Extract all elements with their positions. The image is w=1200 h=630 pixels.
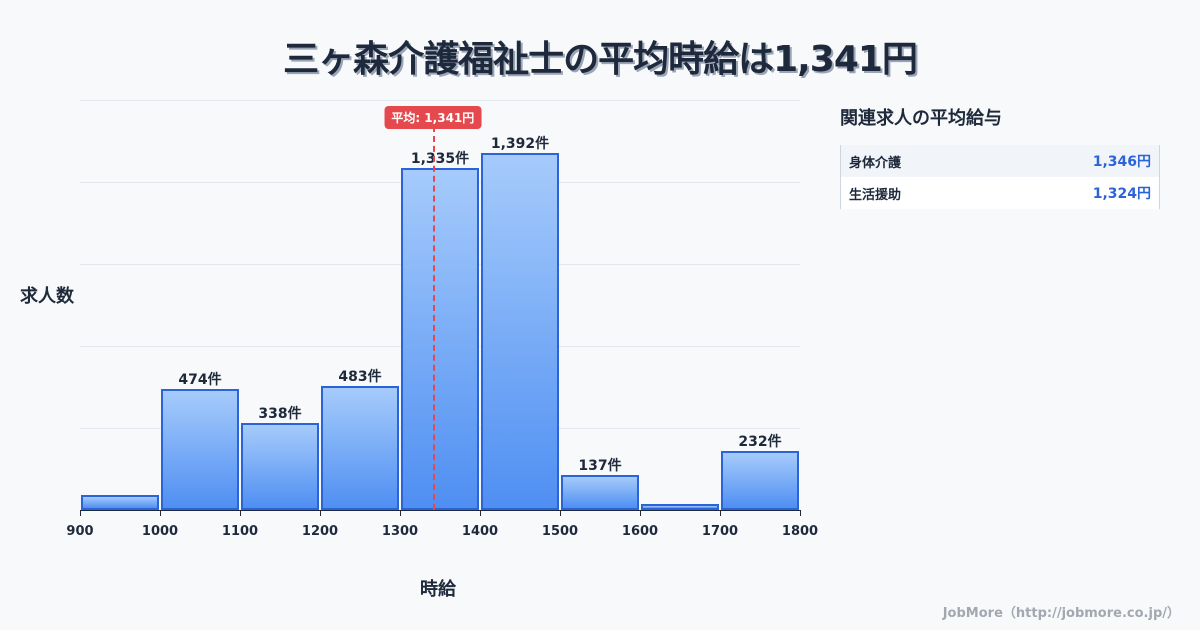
x-tick-label: 900 bbox=[66, 524, 94, 539]
page-title: 三ヶ森介護福祉士の平均時給は1,341円 bbox=[283, 39, 918, 80]
related-job-name: 身体介護 bbox=[849, 155, 902, 171]
histogram-bar bbox=[81, 494, 159, 510]
mean-badge: 平均: 1,341円 bbox=[384, 106, 482, 129]
bar-value-label: 232件 bbox=[738, 433, 782, 450]
x-tick bbox=[800, 510, 801, 516]
x-tick bbox=[480, 510, 481, 516]
y-axis-label: 求人数 bbox=[20, 286, 74, 307]
x-axis-label: 時給 bbox=[420, 579, 456, 600]
x-tick-label: 1700 bbox=[701, 524, 739, 539]
x-tick bbox=[320, 510, 321, 516]
histogram-bar bbox=[561, 474, 639, 510]
bar-value-label: 338件 bbox=[258, 406, 302, 423]
histogram-plot: 474件 338件 483件 1,335件 1,392件 137件 232件 900 1000 1… bbox=[66, 100, 818, 539]
x-tick-label: 1600 bbox=[621, 524, 659, 539]
histogram-bar bbox=[161, 388, 239, 510]
x-tick bbox=[160, 510, 161, 516]
footer-credit: JobMore（http://jobmore.co.jp/） bbox=[942, 606, 1180, 621]
histogram-bar bbox=[641, 503, 719, 510]
x-tick-label: 1300 bbox=[381, 524, 419, 539]
related-job-row: 生活援助 1,324円 bbox=[841, 177, 1159, 209]
x-tick-label: 1500 bbox=[541, 524, 579, 539]
x-tick-label: 1100 bbox=[221, 524, 259, 539]
bar-value-label: 137件 bbox=[578, 457, 622, 474]
x-axis bbox=[80, 510, 800, 511]
histogram-bar bbox=[721, 450, 799, 510]
x-tick bbox=[400, 510, 401, 516]
related-jobs-title: 関連求人の平均給与 bbox=[840, 108, 1002, 129]
x-tick bbox=[240, 510, 241, 516]
x-tick bbox=[640, 510, 641, 516]
histogram-bar bbox=[241, 423, 319, 510]
mean-line bbox=[432, 126, 435, 510]
histogram-bar bbox=[321, 386, 399, 510]
bar-value-label: 1,392件 bbox=[490, 136, 550, 153]
histogram-bar bbox=[481, 153, 559, 510]
x-tick bbox=[720, 510, 721, 516]
x-tick bbox=[560, 510, 561, 516]
bar-value-label: 483件 bbox=[338, 369, 382, 386]
x-tick bbox=[80, 510, 81, 516]
x-tick-label: 1400 bbox=[461, 524, 499, 539]
related-job-wage: 1,346円 bbox=[1092, 154, 1151, 170]
related-jobs-table: 身体介護 1,346円 生活援助 1,324円 bbox=[840, 145, 1160, 209]
bar-value-label: 474件 bbox=[178, 371, 222, 388]
x-tick-label: 1800 bbox=[781, 524, 819, 539]
histogram-bar bbox=[401, 167, 479, 510]
bar-value-label: 1,335件 bbox=[410, 150, 470, 167]
gridline bbox=[80, 100, 800, 101]
related-job-wage: 1,324円 bbox=[1092, 186, 1151, 202]
x-tick-label: 1200 bbox=[301, 524, 339, 539]
x-tick-label: 1000 bbox=[141, 524, 179, 539]
related-job-row: 身体介護 1,346円 bbox=[841, 145, 1159, 177]
related-job-name: 生活援助 bbox=[849, 187, 902, 203]
